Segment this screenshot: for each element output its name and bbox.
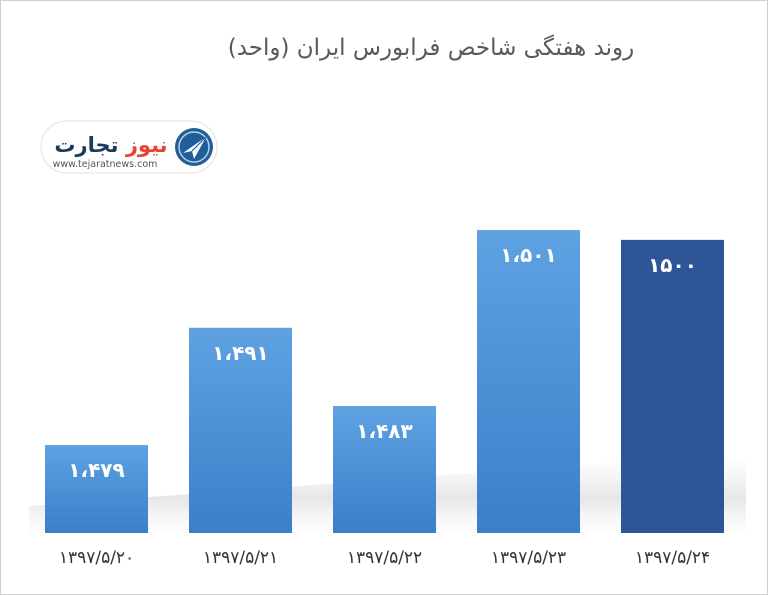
logo-badge-background	[40, 120, 218, 174]
x-tick-label-3: ۱۳۹۷/۵/۲۲	[347, 548, 422, 568]
bar-value-label-5: ۱۵۰۰	[648, 253, 697, 277]
x-tick-label-2: ۱۳۹۷/۵/۲۱	[203, 548, 278, 568]
x-tick-label-1: ۱۳۹۷/۵/۲۰	[59, 548, 134, 568]
bar-3	[333, 405, 436, 533]
bar-value-label-3: ۱،۴۸۳	[356, 419, 412, 443]
bars-layer	[45, 230, 724, 534]
x-axis-tick-labels: ۱۳۹۷/۵/۲۰ ۱۳۹۷/۵/۲۱ ۱۳۹۷/۵/۲۲ ۱۳۹۷/۵/۲۳ ۱۳۹۷…	[59, 548, 710, 568]
x-tick-label-4: ۱۳۹۷/۵/۲۳	[491, 548, 566, 568]
bar-2	[189, 327, 292, 533]
logo-url: www.tejaratnews.com	[53, 159, 158, 170]
bar-1	[45, 445, 148, 533]
tejaratnews-logo: نیوز تجارت www.tejaratnews.com	[40, 120, 218, 174]
bar-value-label-2: ۱،۴۹۱	[212, 341, 268, 365]
bar-value-label-1: ۱،۴۷۹	[68, 458, 124, 482]
logo-wordmark: نیوز تجارت	[54, 133, 167, 157]
value-labels-layer: ۱،۴۷۹ ۱،۴۹۱ ۱،۴۸۳ ۱،۵۰۱ ۱۵۰۰	[68, 243, 697, 482]
bar-5	[621, 239, 724, 533]
x-tick-label-5: ۱۳۹۷/۵/۲۴	[635, 548, 710, 568]
bar-value-label-4: ۱،۵۰۱	[500, 243, 556, 267]
chart-title: روند هفتگی شاخص فرابورس ایران (واحد)	[228, 34, 635, 61]
paper-plane-icon	[175, 128, 213, 166]
bar-4	[477, 230, 580, 534]
